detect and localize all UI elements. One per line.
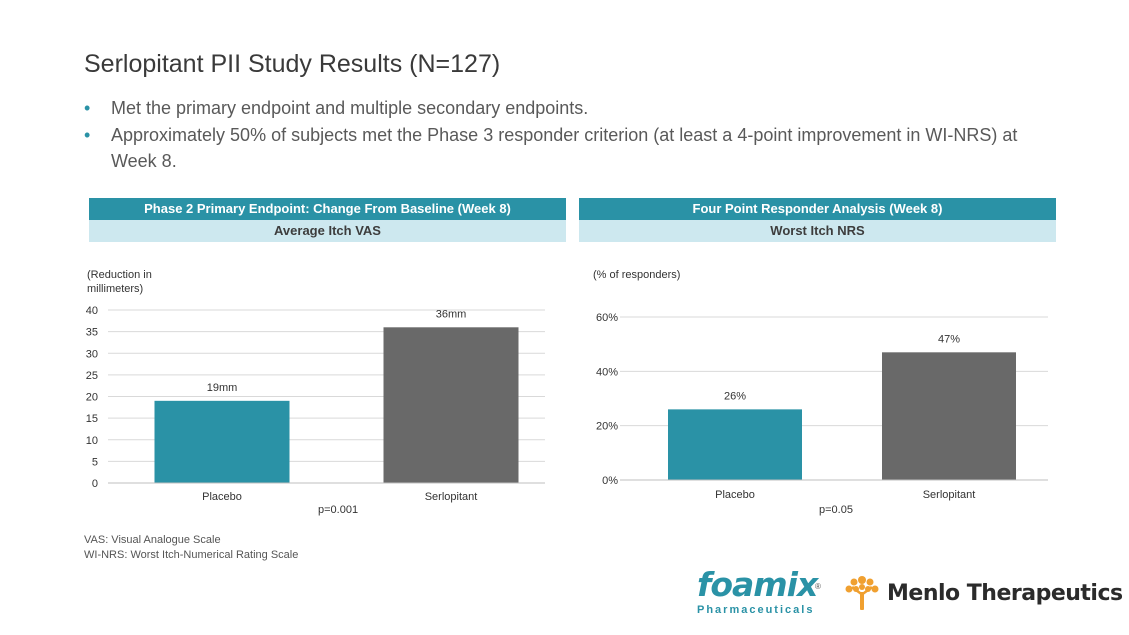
x-category-label: Placebo [715,489,755,501]
foamix-logo: foamix ® Pharmaceuticals [697,565,827,617]
footnote-vas: VAS: Visual Analogue Scale [84,534,221,546]
foamix-wordmark: foamix [697,565,818,604]
data-label: 19mm [207,382,238,394]
data-label: 36mm [436,308,467,320]
panel-subheader-left: Average Itch VAS [89,220,566,242]
chart-right: 0% 20% 40% 60% 26% Placebo 47% Serlopitant [596,312,1048,501]
y-tick-label: 20 [86,392,98,404]
bullet-text: Approximately 50% of subjects met the Ph… [111,125,1018,171]
y-tick-label: 40% [596,366,618,378]
data-label: 47% [938,333,960,345]
bar-placebo [154,400,290,483]
bullet-item: • Approximately 50% of subjects met the P… [84,122,1064,174]
panel-header-right: Four Point Responder Analysis (Week 8) [579,198,1056,220]
p-value-right: p=0.05 [819,504,853,516]
x-category-label: Serlopitant [425,491,478,503]
unit-label-left: (Reduction in millimeters) [87,269,152,295]
y-tick-label: 0 [92,478,98,490]
bar-serlopitant [383,327,519,483]
y-tick-label: 0% [602,475,618,487]
x-category-label: Placebo [202,491,242,503]
panel-header-left: Phase 2 Primary Endpoint: Change From Ba… [89,198,566,220]
y-tick-label: 20% [596,421,618,433]
registered-mark: ® [815,582,821,591]
bullet-list: • Met the primary endpoint and multiple s… [84,95,1064,175]
foamix-tagline: Pharmaceuticals [697,604,815,616]
y-tick-label: 35 [86,327,98,339]
p-value-left: p=0.001 [318,504,359,516]
y-tick-label: 25 [86,370,98,382]
x-category-label: Serlopitant [923,489,976,501]
menlo-wordmark: Menlo Therapeutics [887,580,1123,606]
data-label: 26% [724,390,746,402]
chart-left: 0 5 10 15 20 25 30 35 40 19mm Placebo 36mm Serlopita… [86,305,545,503]
bullet-text: Met the primary endpoint and multiple se… [111,98,589,118]
bullet-glyph: • [84,125,91,145]
menlo-logo: Menlo Therapeutics [843,574,1123,612]
y-tick-label: 40 [86,305,98,317]
y-tick-label: 60% [596,312,618,324]
y-tick-label: 30 [86,348,98,360]
y-tick-label: 5 [92,456,98,468]
footnote-nrs: WI-NRS: Worst Itch-Numerical Rating Scal… [84,549,299,561]
bar-placebo [668,409,802,480]
bullet-glyph: • [84,98,91,118]
panel-subheader-right: Worst Itch NRS [579,220,1056,242]
bullet-item: • Met the primary endpoint and multiple s… [84,95,1064,121]
y-tick-label: 10 [86,435,98,447]
bar-serlopitant [882,352,1016,480]
y-tick-label: 15 [86,413,98,425]
tree-icon [845,576,879,610]
slide-title: Serlopitant PII Study Results (N=127) [84,50,501,78]
unit-label-right: (% of responders) [593,269,681,281]
